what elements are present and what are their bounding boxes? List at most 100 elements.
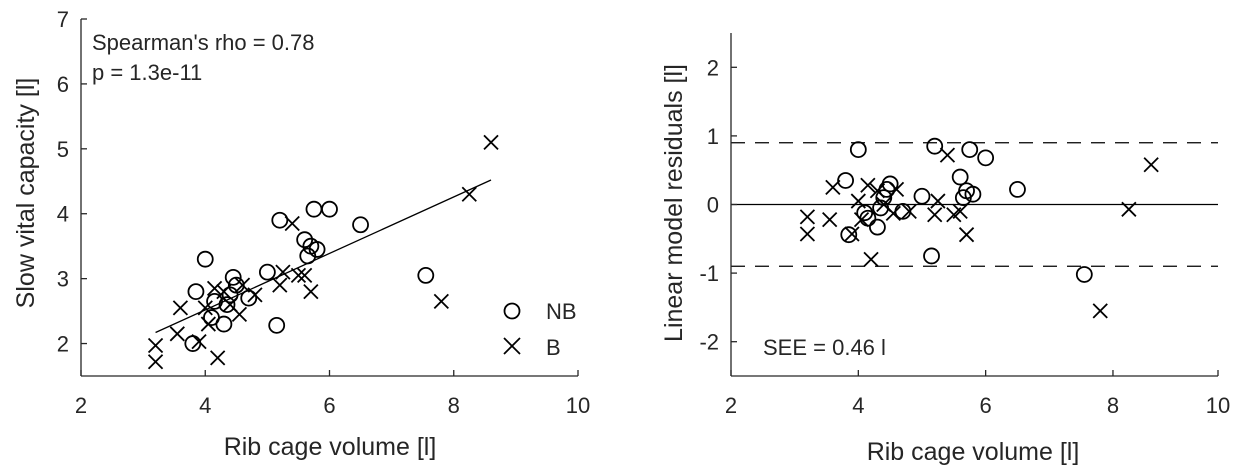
left-point-b [247, 287, 263, 303]
left-point-nb [268, 316, 286, 334]
right-point-b [927, 207, 943, 223]
right-point-b [901, 203, 917, 219]
residuals-panel-right: 2 4 6 8 10 -2 -1 0 1 2 SEE = 0.46 l Rib cage volu… [660, 33, 1230, 466]
right-point-nb [923, 247, 940, 265]
left-point-b [206, 280, 223, 297]
left-point-b [234, 277, 251, 293]
left-x-tick-label: 2 [75, 393, 87, 418]
right-point-nb [913, 187, 931, 205]
left-y-tick-label: 7 [57, 7, 69, 32]
scatter-panel-left: 2 4 6 8 10 2 3 4 5 6 7 Spearman's rho = 0.78 p = 1… [12, 7, 590, 461]
left-point-b [290, 267, 307, 284]
left-point-b [200, 316, 216, 332]
right-y-tick-label: -2 [699, 330, 719, 355]
left-point-b [303, 283, 319, 300]
right-data-points [731, 137, 1218, 319]
right-point-b [885, 205, 901, 222]
left-x-axis-label: Rib cage volume [l] [224, 433, 437, 461]
right-y-tick-label: 2 [707, 55, 719, 80]
left-point-nb [258, 263, 276, 281]
left-point-b [284, 215, 300, 232]
right-point-b [888, 181, 905, 198]
left-x-tick-label: 8 [448, 393, 460, 418]
left-point-nb [352, 216, 369, 234]
right-x-tick-label: 6 [980, 393, 992, 418]
left-point-b [169, 326, 185, 342]
left-point-nb [224, 268, 242, 286]
right-point-b [850, 193, 866, 209]
right-point-nb [977, 149, 995, 167]
left-y-tick-label: 4 [57, 202, 69, 227]
left-point-b [197, 300, 213, 316]
right-y-tick-label: 1 [707, 124, 719, 149]
left-fit-line [155, 179, 492, 334]
right-point-b [1092, 303, 1108, 319]
left-point-b [272, 277, 288, 293]
left-point-b [172, 300, 189, 316]
right-axes: 2 4 6 8 10 -2 -1 0 1 2 [699, 33, 1230, 418]
left-point-nb [296, 231, 314, 249]
left-point-nb [215, 315, 233, 333]
left-y-tick-label: 6 [57, 72, 69, 97]
right-y-tick-label: -1 [699, 261, 719, 286]
legend-label-nb: NB [546, 299, 577, 324]
right-point-b [939, 147, 956, 163]
right-point-b [863, 251, 879, 268]
left-point-nb [271, 211, 289, 229]
legend-circle-marker [503, 302, 521, 320]
left-point-b [275, 264, 291, 280]
right-point-b [952, 203, 968, 219]
right-y-tick-label: 0 [707, 193, 719, 218]
left-point-b [461, 186, 477, 202]
left-annotation-p: p = 1.3e-11 [92, 60, 202, 85]
left-point-b [433, 293, 449, 309]
left-point-b [216, 283, 232, 300]
right-x-tick-label: 10 [1206, 393, 1230, 418]
left-point-nb [321, 200, 338, 218]
right-point-b [860, 177, 876, 193]
right-point-b [822, 211, 838, 228]
left-point-nb [187, 283, 205, 301]
left-point-nb [308, 241, 326, 258]
left-data-points [147, 134, 499, 370]
right-point-b [825, 179, 841, 195]
right-point-nb [961, 141, 979, 159]
left-point-nb [305, 200, 323, 218]
left-point-b [191, 333, 207, 350]
right-point-nb [849, 141, 867, 159]
left-point-nb [221, 286, 239, 304]
left-point-nb [417, 266, 435, 284]
right-point-nb [951, 168, 969, 186]
right-point-nb [1075, 266, 1093, 283]
right-point-nb [964, 185, 982, 203]
left-y-axis-label: Slow vital capacity [l] [12, 78, 40, 309]
right-x-tick-label: 2 [725, 393, 737, 418]
left-point-b [297, 267, 313, 284]
left-x-tick-label: 6 [323, 393, 335, 418]
left-y-tick-label: 5 [57, 137, 69, 162]
left-point-b [147, 337, 164, 354]
right-point-b [930, 193, 946, 209]
left-point-b [147, 354, 164, 370]
right-x-tick-label: 8 [1107, 393, 1119, 418]
left-point-nb [196, 250, 214, 268]
left-point-b [231, 306, 248, 322]
right-point-b [853, 211, 870, 228]
right-point-b [844, 226, 860, 242]
left-annotation-rho: Spearman's rho = 0.78 [92, 30, 315, 55]
left-axes: 2 4 6 8 10 2 3 4 5 6 7 [57, 7, 590, 418]
right-annotation-see: SEE = 0.46 l [763, 335, 886, 360]
right-y-axis-label: Linear model residuals [l] [660, 64, 688, 342]
right-point-nb [1009, 181, 1026, 198]
right-x-tick-label: 4 [852, 393, 864, 418]
right-point-nb [926, 137, 944, 155]
left-point-nb [206, 292, 223, 310]
left-point-nb [227, 276, 245, 294]
right-point-b [958, 227, 975, 243]
legend-x-marker [503, 337, 521, 355]
right-point-nb [837, 172, 854, 189]
left-x-tick-label: 4 [199, 393, 211, 418]
right-point-b [799, 226, 816, 242]
left-point-nb [218, 296, 236, 314]
